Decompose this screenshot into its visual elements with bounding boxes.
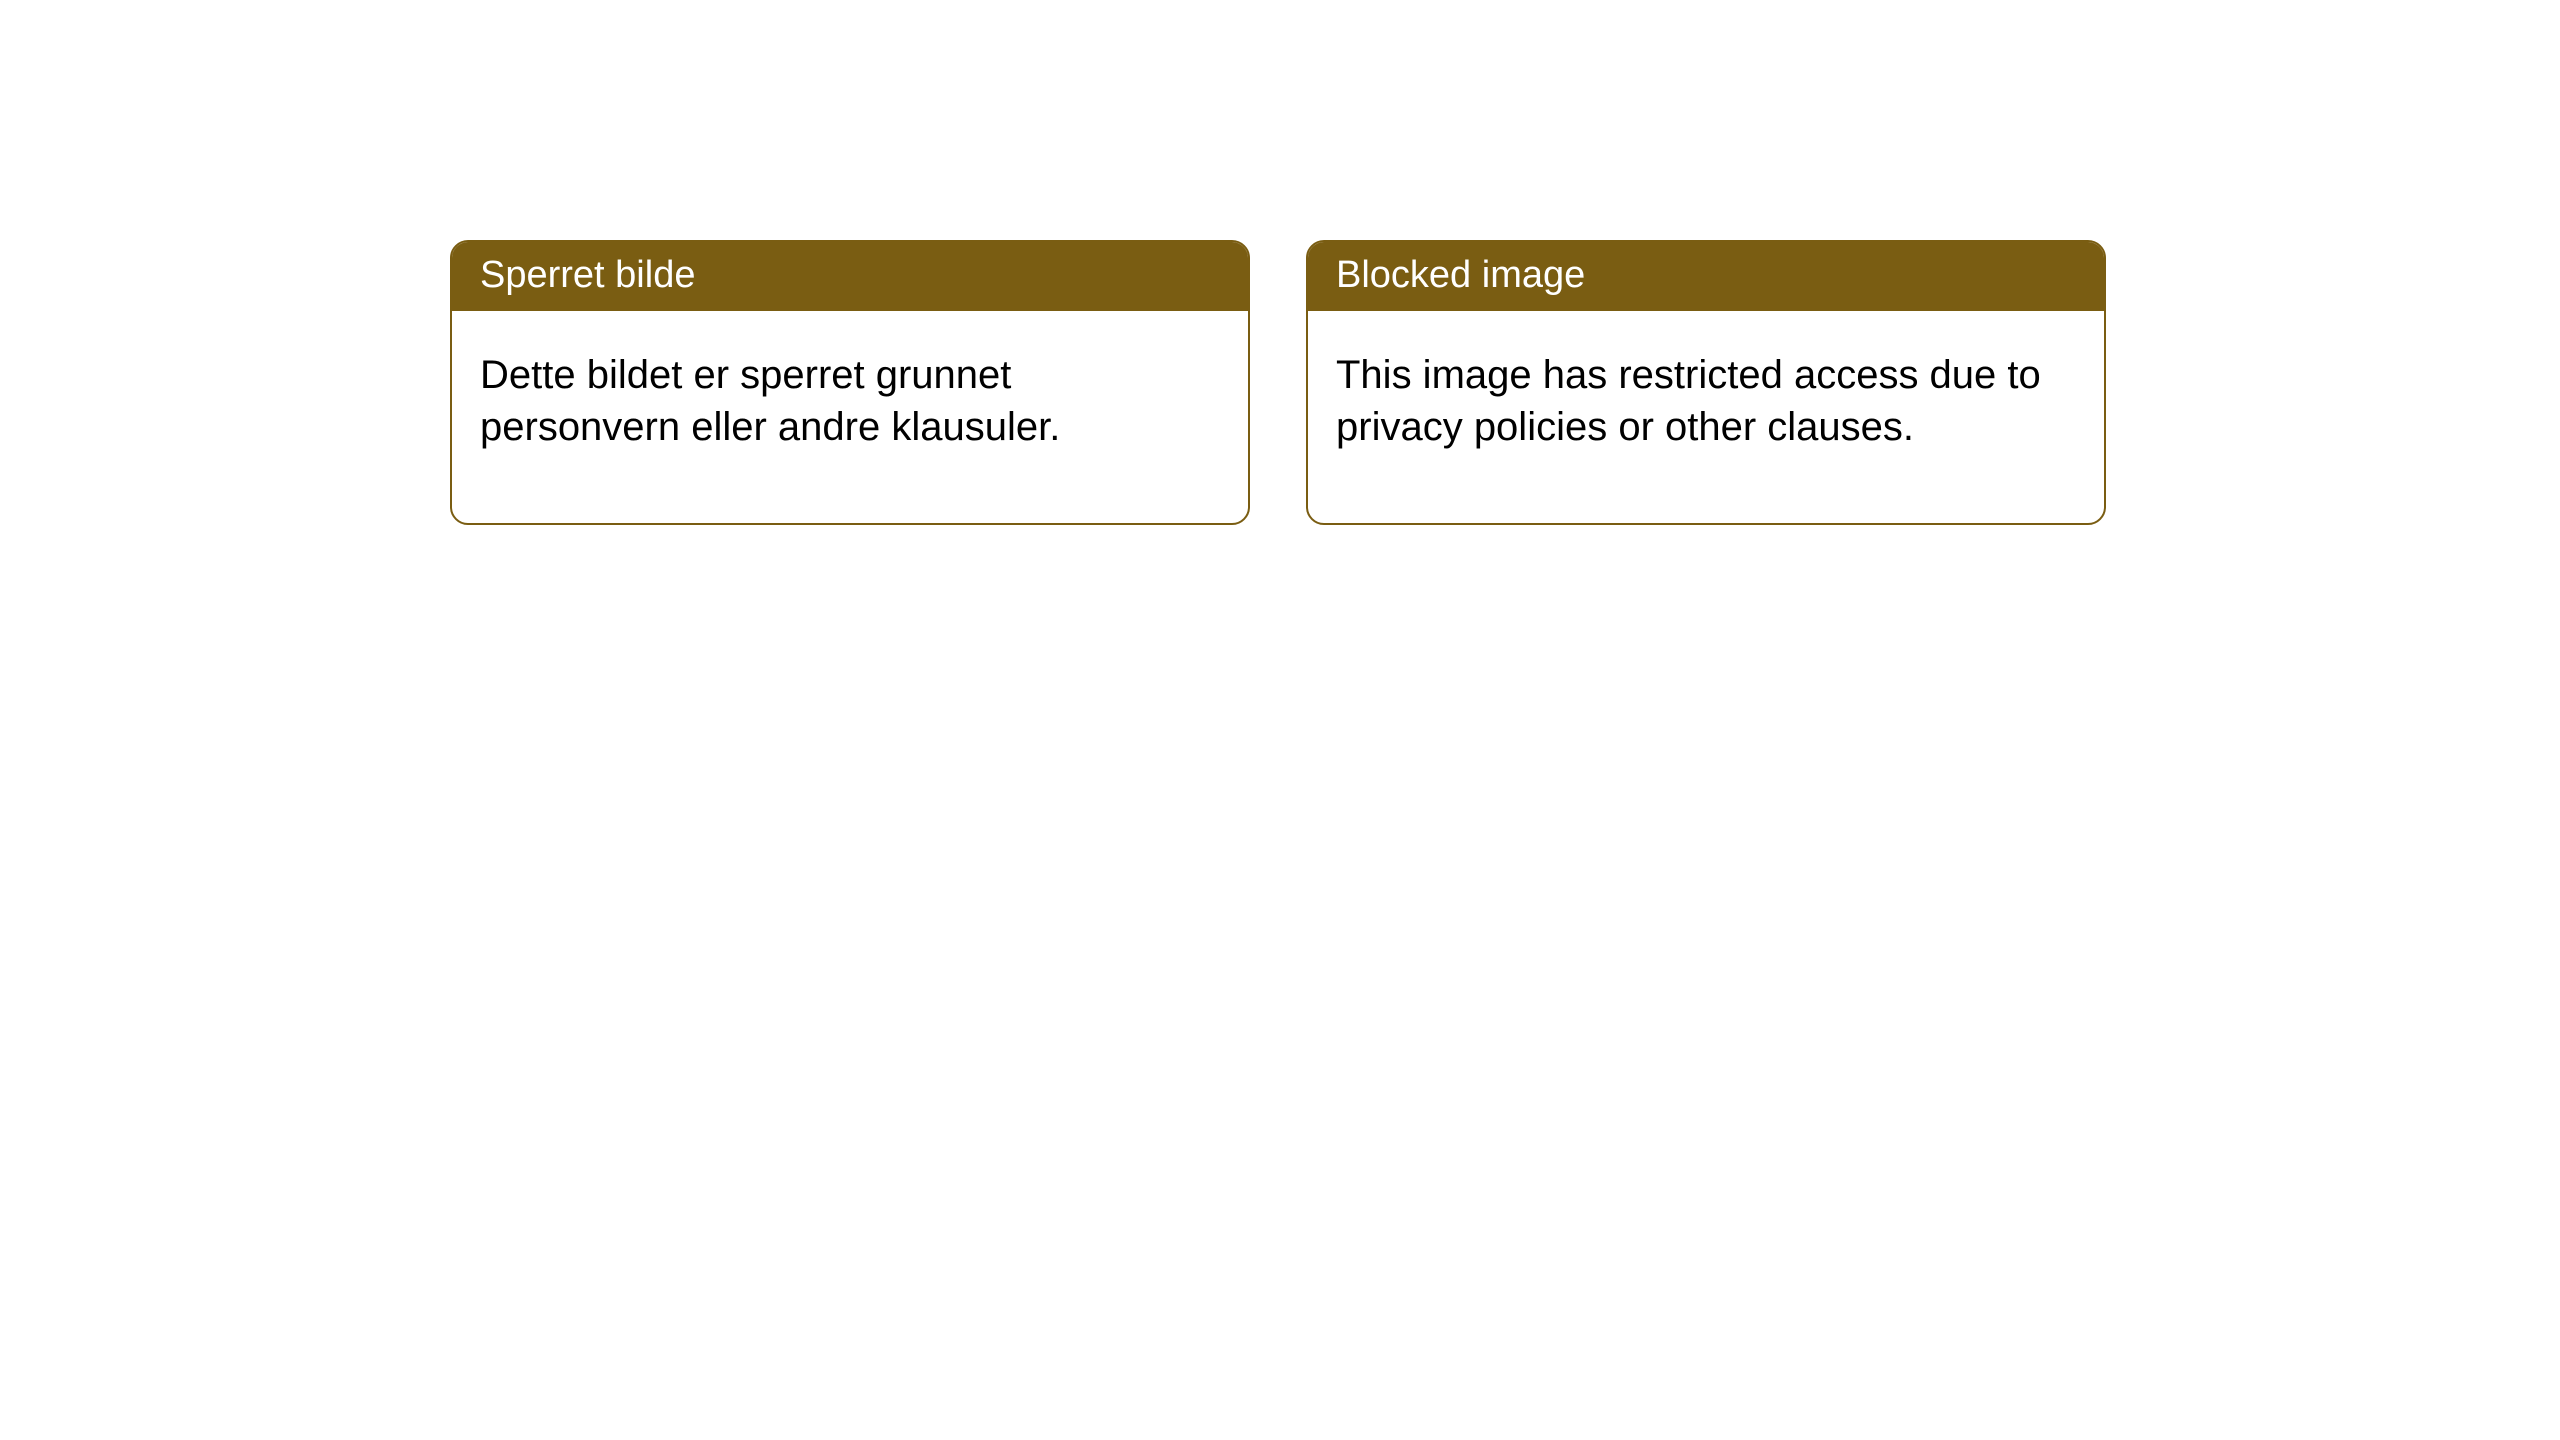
notice-card-english: Blocked image This image has restricted … bbox=[1306, 240, 2106, 525]
notice-body: Dette bildet er sperret grunnet personve… bbox=[452, 311, 1248, 523]
notice-card-norwegian: Sperret bilde Dette bildet er sperret gr… bbox=[450, 240, 1250, 525]
notice-container: Sperret bilde Dette bildet er sperret gr… bbox=[450, 240, 2106, 525]
notice-header: Blocked image bbox=[1308, 242, 2104, 311]
notice-body: This image has restricted access due to … bbox=[1308, 311, 2104, 523]
notice-header: Sperret bilde bbox=[452, 242, 1248, 311]
